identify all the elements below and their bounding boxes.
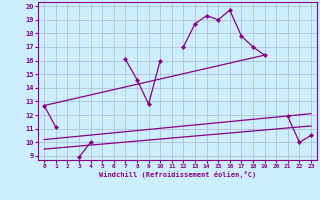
X-axis label: Windchill (Refroidissement éolien,°C): Windchill (Refroidissement éolien,°C) <box>99 171 256 178</box>
